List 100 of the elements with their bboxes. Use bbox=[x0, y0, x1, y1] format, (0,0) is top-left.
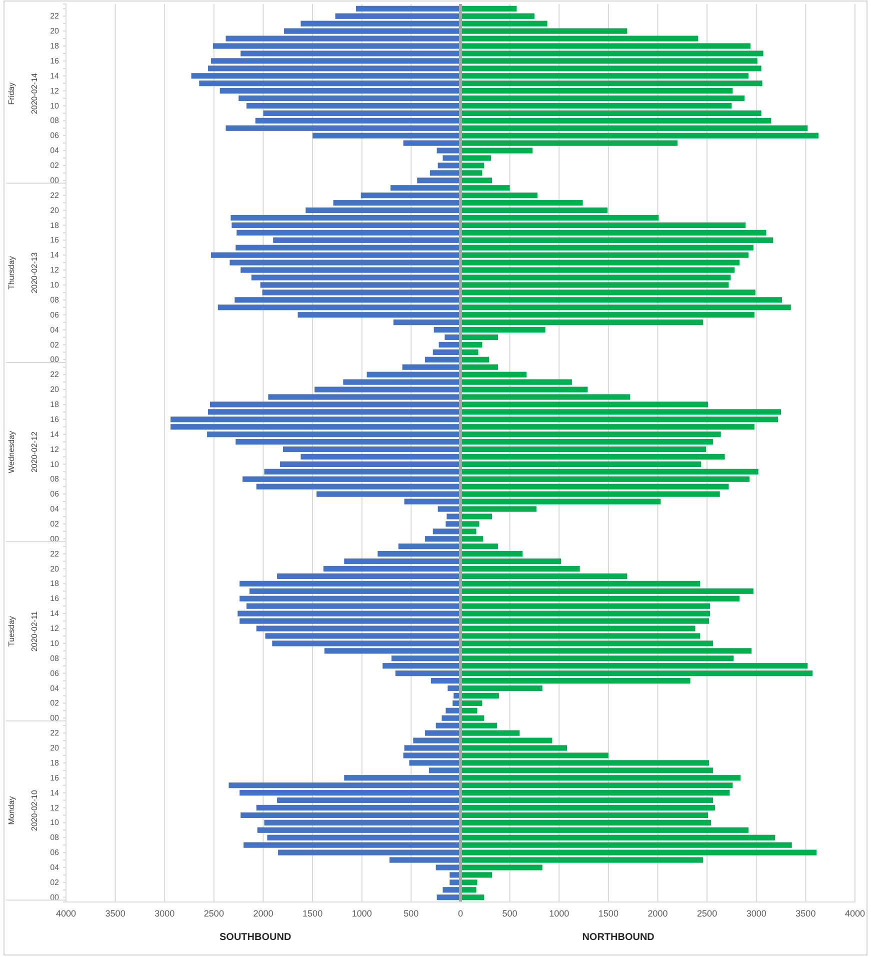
x-tick-label: 1500 bbox=[302, 908, 323, 918]
y-tick-label: 22 bbox=[50, 728, 60, 738]
text: 2020-02-14 bbox=[30, 72, 39, 114]
bar bbox=[220, 88, 460, 94]
y-tick-label: 06 bbox=[50, 848, 60, 858]
bar bbox=[460, 372, 527, 378]
bar bbox=[398, 544, 460, 550]
bar bbox=[460, 125, 808, 131]
text: 2020-02-10 bbox=[30, 790, 39, 831]
bar bbox=[191, 73, 460, 79]
y-tick-label: 04 bbox=[50, 146, 60, 156]
bar bbox=[264, 820, 460, 826]
bar bbox=[460, 670, 813, 676]
y-tick-label: 22 bbox=[50, 12, 60, 21]
y-tick-label: 18 bbox=[50, 758, 60, 768]
x-tick-label: 0 bbox=[458, 908, 464, 918]
y-tick-label: 16 bbox=[50, 773, 60, 782]
bar bbox=[432, 349, 460, 355]
bar bbox=[333, 200, 460, 206]
bar bbox=[382, 663, 460, 669]
bar bbox=[460, 244, 754, 250]
x-tick-label: 2000 bbox=[253, 908, 274, 918]
bar bbox=[460, 185, 510, 191]
y-tick-label: 02 bbox=[50, 698, 60, 708]
y-tick-label: 12 bbox=[50, 444, 60, 454]
y-tick-label: 20 bbox=[50, 744, 60, 753]
y-tick-label: 02 bbox=[50, 878, 60, 887]
bar bbox=[432, 528, 460, 534]
x-tick-label: 500 bbox=[404, 908, 419, 918]
bar bbox=[393, 320, 460, 326]
bar bbox=[280, 461, 460, 467]
y-tick-label: 04 bbox=[50, 504, 60, 514]
bar bbox=[208, 66, 460, 72]
y-tick-label: 14 bbox=[50, 788, 60, 798]
bar bbox=[460, 356, 490, 362]
bar bbox=[344, 775, 460, 781]
y-tick-label: 10 bbox=[50, 280, 60, 290]
text: Tuesday bbox=[7, 616, 16, 646]
bar bbox=[395, 670, 460, 676]
bar bbox=[226, 125, 460, 131]
bar bbox=[460, 140, 678, 146]
bar bbox=[460, 304, 791, 310]
y-tick-label: 06 bbox=[50, 310, 60, 320]
bar bbox=[460, 342, 482, 348]
bar bbox=[460, 312, 754, 318]
bar bbox=[312, 132, 460, 138]
text: Thursday bbox=[7, 256, 16, 290]
bar bbox=[335, 13, 460, 19]
bar bbox=[240, 790, 460, 796]
bar bbox=[460, 6, 517, 12]
bar bbox=[199, 80, 460, 86]
bar bbox=[460, 95, 745, 102]
bar bbox=[460, 663, 808, 669]
bar bbox=[460, 797, 713, 804]
bar bbox=[264, 468, 460, 474]
bar bbox=[234, 297, 460, 303]
bar bbox=[360, 192, 460, 198]
bar bbox=[460, 416, 778, 422]
y-tick-label: 18 bbox=[50, 579, 60, 588]
bar bbox=[430, 678, 460, 684]
bar bbox=[460, 364, 498, 370]
bar bbox=[460, 200, 583, 206]
y-tick-label: 12 bbox=[50, 624, 60, 634]
bar bbox=[460, 192, 538, 198]
bar bbox=[238, 95, 460, 102]
y-tick-label: 06 bbox=[50, 668, 60, 678]
y-tick-label: 12 bbox=[50, 266, 60, 275]
x-tick-label: 3000 bbox=[746, 908, 766, 918]
bar bbox=[460, 237, 774, 243]
bar bbox=[460, 558, 562, 564]
bar bbox=[434, 326, 460, 333]
y-tick-label: 02 bbox=[50, 161, 60, 170]
y-tick-label: 20 bbox=[50, 206, 60, 215]
bar bbox=[277, 797, 460, 804]
text: 2020-02-12 bbox=[30, 431, 39, 473]
bar bbox=[273, 237, 460, 243]
bar bbox=[438, 342, 460, 348]
bar bbox=[300, 20, 460, 26]
x-tick-label: 500 bbox=[502, 908, 518, 918]
bar bbox=[460, 110, 762, 116]
bar bbox=[306, 207, 460, 214]
y-tick-label: 08 bbox=[50, 654, 60, 663]
y-tick-label: 08 bbox=[50, 833, 60, 842]
bar bbox=[460, 297, 782, 303]
bar bbox=[277, 573, 460, 580]
y-tick-label: 10 bbox=[50, 460, 60, 469]
bar bbox=[267, 834, 460, 840]
bar bbox=[460, 596, 740, 602]
bar bbox=[324, 648, 460, 654]
bar bbox=[236, 244, 460, 250]
y-tick-label: 00 bbox=[50, 176, 60, 185]
bar bbox=[460, 214, 659, 221]
bar bbox=[460, 536, 484, 542]
y-tick-label: 04 bbox=[50, 684, 60, 693]
bar bbox=[460, 551, 523, 557]
bar bbox=[170, 424, 460, 430]
bar bbox=[460, 692, 499, 699]
y-tick-label: 10 bbox=[50, 818, 60, 828]
y-tick-label: 16 bbox=[50, 594, 60, 604]
bar bbox=[402, 364, 460, 370]
